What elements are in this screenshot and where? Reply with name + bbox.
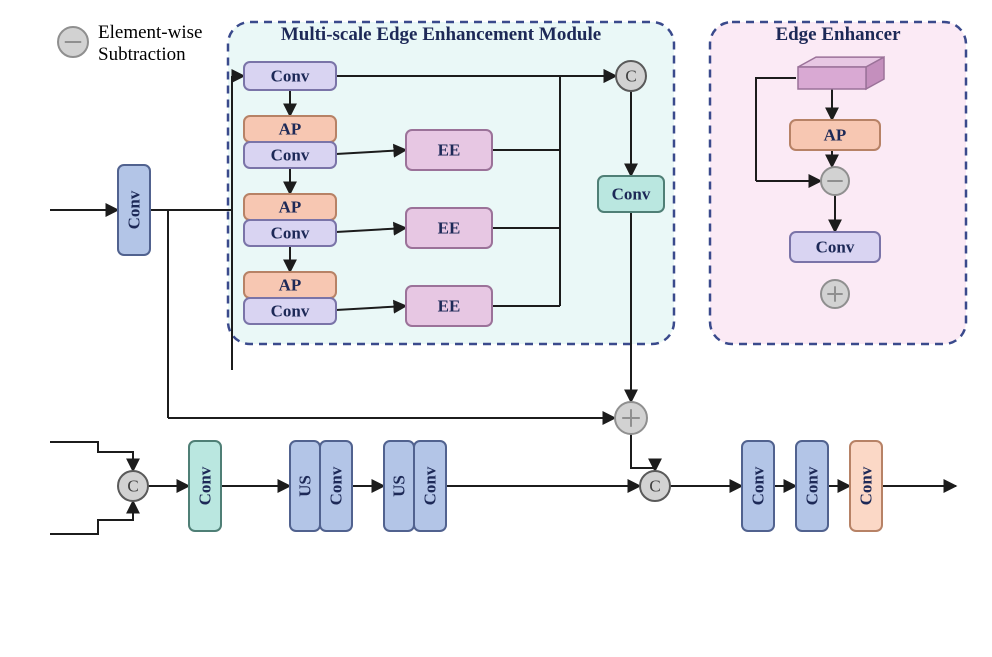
svg-text:AP: AP: [279, 198, 302, 217]
block-bottom_conv6: Conv: [850, 441, 882, 531]
multi-scale-module-title: Multi-scale Edge Enhancement Module: [281, 24, 601, 45]
svg-text:Subtraction: Subtraction: [98, 44, 186, 65]
svg-text:EE: EE: [438, 141, 461, 160]
circle-cat_bottom_l: C: [118, 471, 148, 501]
block-m_ee1: EE: [406, 130, 492, 170]
circle-ee_minus: [821, 167, 849, 195]
svg-text:Element-wise: Element-wise: [98, 22, 202, 43]
svg-text:Conv: Conv: [421, 466, 440, 505]
block-bottom_conv2: Conv: [320, 441, 352, 531]
block-m_ap3: AP: [244, 272, 336, 298]
block-m_ee2: EE: [406, 208, 492, 248]
block-m_conv2: Conv: [244, 220, 336, 246]
svg-text:US: US: [390, 475, 409, 497]
figure-diagram: Multi-scale Edge Enhancement Module Edge …: [0, 0, 992, 657]
svg-text:C: C: [625, 67, 636, 86]
svg-text:Conv: Conv: [803, 466, 822, 505]
block-bottom_conv3: Conv: [414, 441, 446, 531]
svg-text:Conv: Conv: [271, 302, 310, 321]
svg-text:AP: AP: [824, 126, 847, 145]
circle-cat_bottom_r: C: [640, 471, 670, 501]
block-m_ee3: EE: [406, 286, 492, 326]
block-m_conv0: Conv: [244, 62, 336, 90]
block-bottom_us1: US: [290, 441, 320, 531]
svg-text:C: C: [127, 477, 138, 496]
svg-text:C: C: [649, 477, 660, 496]
svg-text:EE: EE: [438, 297, 461, 316]
block-bottom_conv1: Conv: [189, 441, 221, 531]
block-bottom_conv4: Conv: [742, 441, 774, 531]
block-m_ap2: AP: [244, 194, 336, 220]
svg-text:Conv: Conv: [271, 146, 310, 165]
svg-text:AP: AP: [279, 120, 302, 139]
block-m_conv3: Conv: [244, 298, 336, 324]
block-bottom_conv5: Conv: [796, 441, 828, 531]
svg-text:Conv: Conv: [327, 466, 346, 505]
circle-ee_plus: [821, 280, 849, 308]
svg-text:EE: EE: [438, 219, 461, 238]
svg-text:Conv: Conv: [271, 67, 310, 86]
svg-text:Conv: Conv: [749, 466, 768, 505]
block-ee_ap: AP: [790, 120, 880, 150]
svg-text:Conv: Conv: [271, 224, 310, 243]
svg-text:Conv: Conv: [857, 466, 876, 505]
svg-text:Conv: Conv: [125, 190, 144, 229]
svg-text:Conv: Conv: [612, 185, 651, 204]
block-m_conv_out: Conv: [598, 176, 664, 212]
block-m_conv1: Conv: [244, 142, 336, 168]
circle-sum_big: [615, 402, 647, 434]
block-bottom_us2: US: [384, 441, 414, 531]
svg-text:Conv: Conv: [196, 466, 215, 505]
svg-text:US: US: [296, 475, 315, 497]
feature-cuboid: [798, 57, 884, 89]
svg-text:Conv: Conv: [816, 238, 855, 257]
svg-text:AP: AP: [279, 276, 302, 295]
block-input_conv: Conv: [118, 165, 150, 255]
circle-cat_top: C: [616, 61, 646, 91]
block-m_ap1: AP: [244, 116, 336, 142]
edge-enhancer-title: Edge Enhancer: [775, 24, 901, 45]
block-ee_conv: Conv: [790, 232, 880, 262]
legend-element-wise-subtraction: Element-wiseSubtraction: [58, 22, 202, 65]
